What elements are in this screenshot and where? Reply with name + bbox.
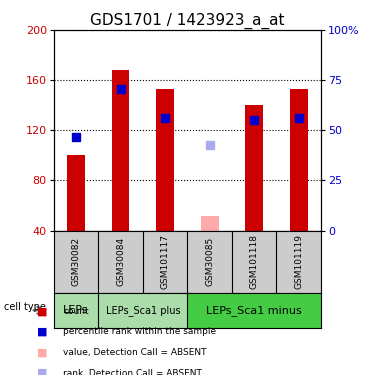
Text: ■: ■ — [37, 368, 47, 375]
Text: count: count — [63, 307, 89, 316]
Text: GSM101117: GSM101117 — [161, 234, 170, 289]
Bar — [290, 89, 308, 231]
Bar — [245, 105, 263, 231]
Text: ■: ■ — [37, 348, 47, 357]
Text: GSM101119: GSM101119 — [294, 234, 303, 289]
Text: ■: ■ — [37, 327, 47, 337]
Text: ■: ■ — [37, 306, 47, 316]
Text: GSM30084: GSM30084 — [116, 237, 125, 286]
Title: GDS1701 / 1423923_a_at: GDS1701 / 1423923_a_at — [90, 12, 285, 28]
Text: LEPs: LEPs — [63, 305, 89, 315]
Text: LEPs_Sca1 plus: LEPs_Sca1 plus — [105, 305, 180, 316]
Text: LEPs_Sca1 minus: LEPs_Sca1 minus — [206, 305, 302, 316]
Text: GSM30085: GSM30085 — [205, 237, 214, 286]
Bar — [112, 70, 129, 231]
Text: value, Detection Call = ABSENT: value, Detection Call = ABSENT — [63, 348, 207, 357]
Text: GSM101118: GSM101118 — [250, 234, 259, 289]
Bar — [98, 292, 187, 328]
Text: rank, Detection Call = ABSENT: rank, Detection Call = ABSENT — [63, 369, 202, 375]
Bar — [67, 155, 85, 231]
Text: GSM30082: GSM30082 — [72, 237, 81, 286]
Text: percentile rank within the sample: percentile rank within the sample — [63, 327, 216, 336]
Bar — [54, 292, 98, 328]
Bar — [156, 89, 174, 231]
Bar — [201, 216, 219, 231]
Bar — [187, 292, 321, 328]
Text: cell type: cell type — [4, 302, 46, 312]
